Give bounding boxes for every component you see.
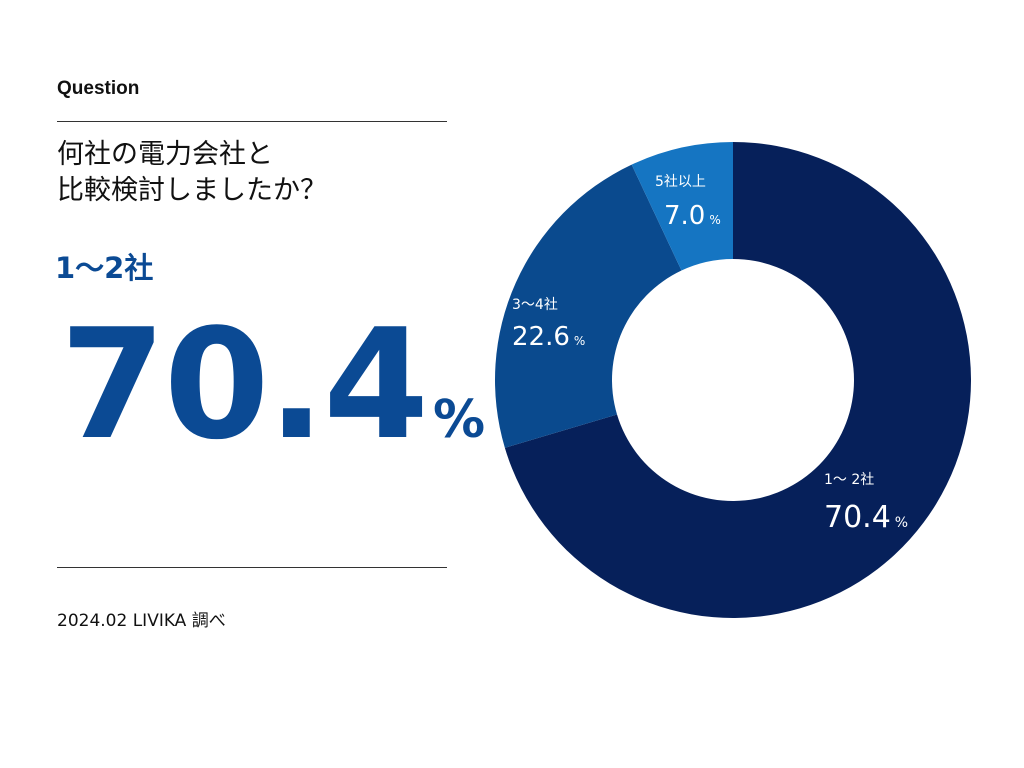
donut-slice-2 [495, 164, 682, 448]
slice-unit-label: % [709, 213, 720, 227]
question-text: 何社の電力会社と 比較検討しましたか？ [57, 137, 327, 209]
donut-slice-1 [504, 142, 972, 619]
slice-category-label: 3～4社 [512, 297, 558, 313]
slice-category-label: 5社以上 [655, 174, 706, 190]
source-note: 2024.02 LIVIKA 調べ [57, 611, 226, 631]
highlight-number: 70.4 [60, 296, 429, 473]
question-line-1: 何社の電力会社と [57, 139, 273, 170]
highlight-label: 1～2社 [55, 251, 154, 285]
top-divider [57, 121, 447, 122]
highlight-value: 70.4% [60, 290, 485, 480]
slice-unit-label: % [574, 334, 585, 348]
donut-slice-3 [631, 142, 733, 271]
question-line-2: 比較検討しましたか？ [57, 175, 327, 206]
highlight-unit: % [433, 390, 486, 450]
slice-unit-label: % [895, 515, 908, 531]
slice-category-label: 1～ 2社 [824, 472, 874, 488]
bottom-divider [57, 567, 447, 568]
question-label: Question [57, 78, 140, 99]
